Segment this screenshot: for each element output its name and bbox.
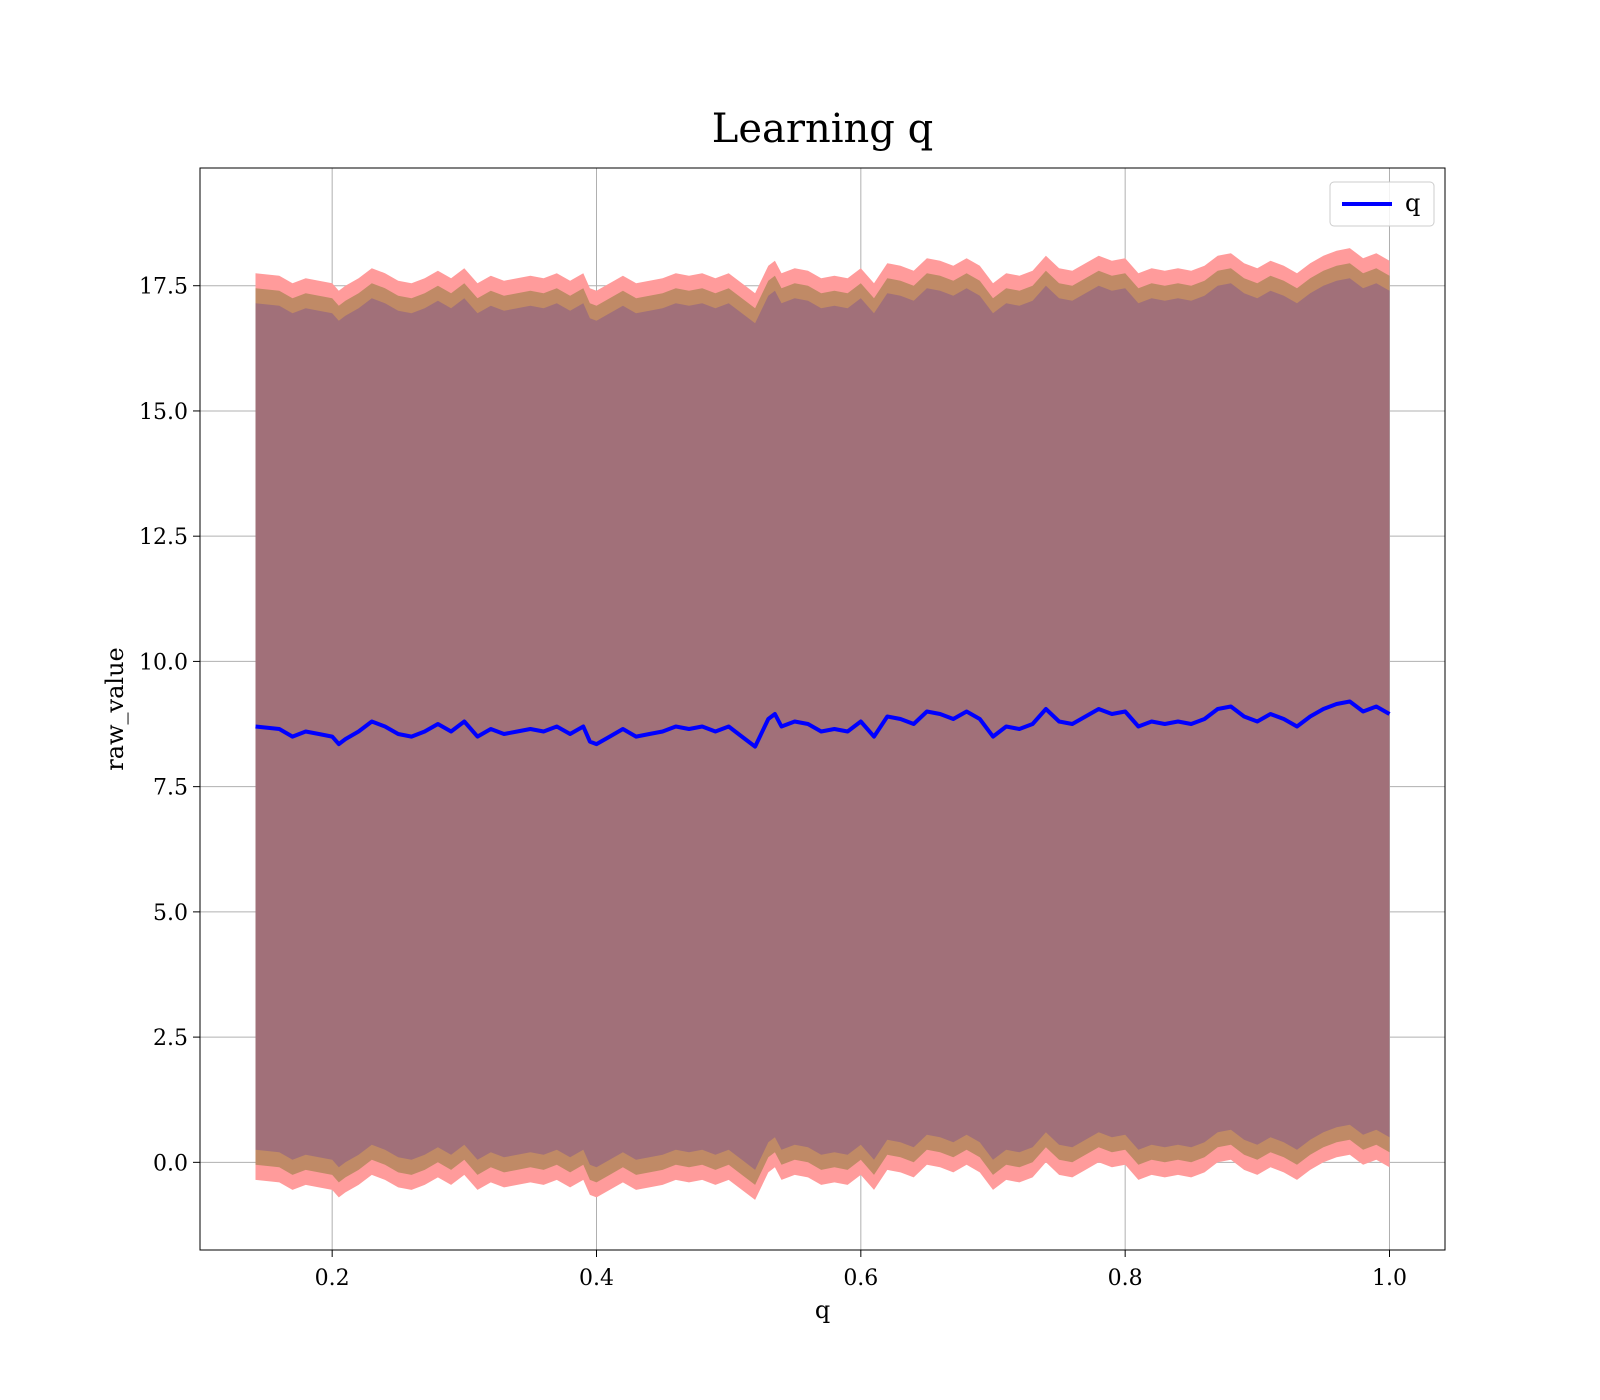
series-lines bbox=[255, 699, 1391, 749]
y-tick-label: 17.5 bbox=[139, 275, 188, 300]
y-tick-label: 2.5 bbox=[153, 1026, 188, 1051]
x-tick-label: 0.8 bbox=[1108, 1266, 1143, 1291]
legend: q bbox=[1329, 181, 1435, 227]
legend-label-q: q bbox=[1405, 189, 1420, 217]
y-tick-label: 5.0 bbox=[153, 901, 188, 926]
x-tick-label: 1.0 bbox=[1372, 1266, 1407, 1291]
series-line-q bbox=[255, 699, 1391, 749]
x-tick-label: 0.6 bbox=[843, 1266, 878, 1291]
confidence-bands bbox=[255, 248, 1390, 1200]
axis-ticks: 0.2 0.4 0.6 0.8 1.0 0.0 2.5 5.0 7.5 10.0 12.5 15.0 1… bbox=[139, 275, 1407, 1291]
y-tick-label: 12.5 bbox=[139, 525, 188, 550]
x-axis-label: q bbox=[815, 1296, 830, 1324]
y-tick-label: 10.0 bbox=[139, 650, 188, 675]
x-tick-label: 0.4 bbox=[579, 1266, 614, 1291]
y-axis-label: raw_value bbox=[101, 647, 129, 771]
plot-frame bbox=[199, 167, 1446, 1251]
x-tick-label: 0.2 bbox=[315, 1266, 350, 1291]
y-tick-label: 7.5 bbox=[153, 776, 188, 801]
y-tick-label: 15.0 bbox=[139, 400, 188, 425]
band-inner bbox=[255, 278, 1390, 1170]
chart-title: Learning q bbox=[712, 106, 933, 152]
y-tick-label: 0.0 bbox=[153, 1151, 188, 1176]
